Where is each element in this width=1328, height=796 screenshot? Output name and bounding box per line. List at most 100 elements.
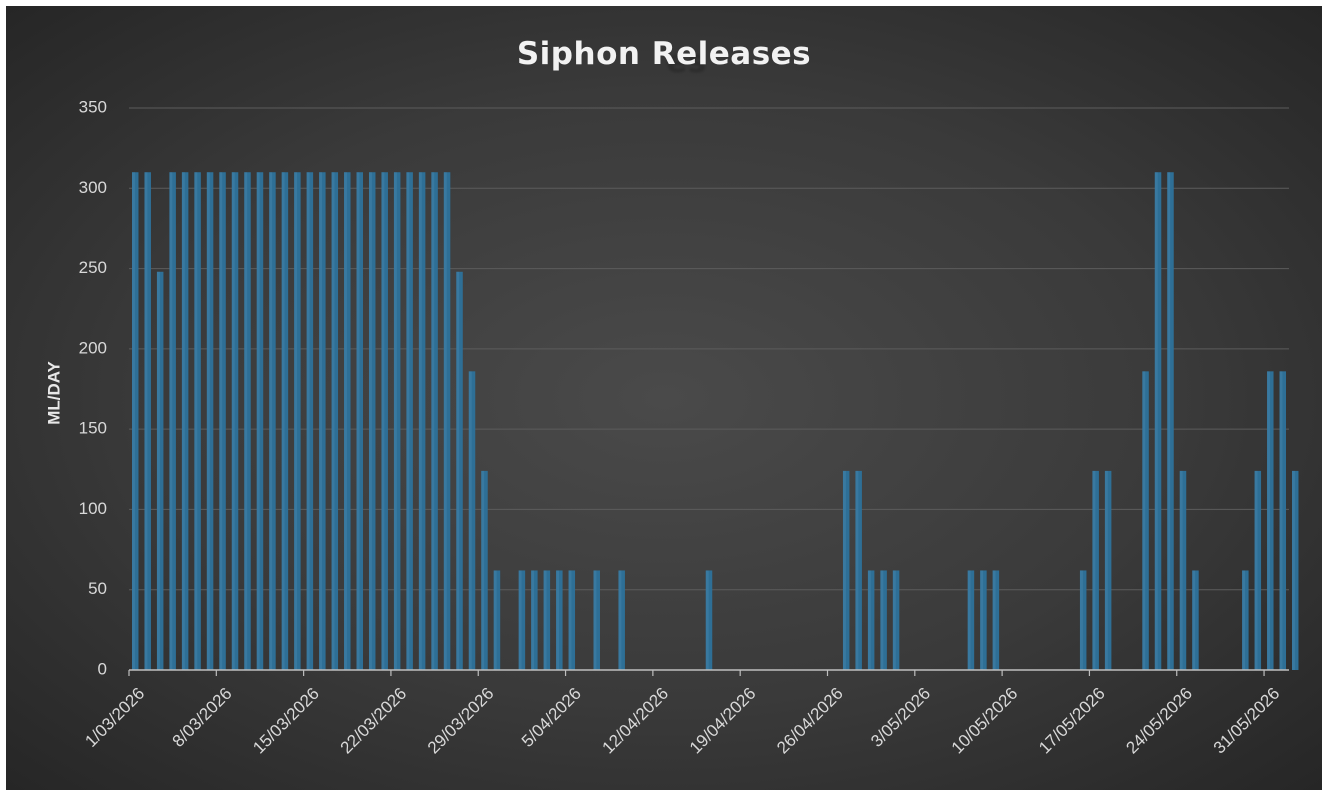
bar bbox=[1179, 470, 1187, 670]
x-tick-label: 8/03/2026 bbox=[169, 684, 236, 751]
bar-highlight bbox=[418, 172, 422, 671]
bar-highlight bbox=[406, 172, 410, 671]
bar-highlight bbox=[169, 172, 173, 671]
bar bbox=[368, 172, 376, 671]
bar bbox=[443, 172, 451, 671]
bar-highlight bbox=[294, 172, 298, 671]
bar bbox=[319, 172, 326, 671]
bar bbox=[518, 570, 526, 670]
bar bbox=[1167, 172, 1174, 671]
bar bbox=[892, 570, 900, 670]
bar-highlight bbox=[1242, 570, 1246, 670]
bar bbox=[855, 470, 862, 670]
bar bbox=[618, 570, 625, 670]
bar bbox=[1079, 570, 1087, 670]
bar-highlight bbox=[1167, 172, 1171, 671]
bar bbox=[356, 172, 363, 671]
y-axis-title: ML/DAY bbox=[44, 361, 63, 425]
bar-highlight bbox=[842, 470, 846, 670]
x-tick-label: 10/05/2026 bbox=[948, 684, 1022, 758]
bar-highlight bbox=[1279, 371, 1283, 670]
bar-highlight bbox=[443, 172, 447, 671]
bar bbox=[431, 172, 438, 671]
bar-highlight bbox=[967, 570, 971, 670]
x-tick-labels: 1/03/2026 8/03/2026 15/03/2026 22/03/2026 29… bbox=[81, 684, 1283, 758]
bar-highlight bbox=[144, 172, 148, 671]
bar bbox=[1242, 570, 1249, 670]
bar bbox=[194, 172, 201, 671]
bar bbox=[406, 172, 413, 671]
chart-title: Siphon Releases bbox=[516, 36, 812, 72]
x-tick-label: 22/03/2026 bbox=[337, 684, 411, 758]
bar-highlight bbox=[331, 172, 335, 671]
bar-highlight bbox=[855, 470, 859, 670]
y-tick-label: 250 bbox=[79, 258, 107, 277]
bar bbox=[1279, 371, 1287, 670]
bar-highlight bbox=[1142, 371, 1146, 670]
bar bbox=[456, 271, 463, 670]
y-tick-label: 0 bbox=[98, 659, 107, 678]
bar bbox=[181, 172, 189, 671]
x-tick-label: 29/03/2026 bbox=[424, 684, 498, 758]
bar bbox=[281, 172, 289, 671]
bar-highlight bbox=[281, 172, 285, 671]
x-tick-label: 24/05/2026 bbox=[1122, 684, 1196, 758]
bar-highlight bbox=[156, 271, 160, 670]
bar bbox=[219, 172, 226, 671]
bar bbox=[244, 172, 251, 671]
bar-highlight bbox=[543, 570, 547, 670]
bar-highlight bbox=[1192, 570, 1196, 670]
bar-highlight bbox=[980, 570, 984, 670]
bar-highlight bbox=[481, 470, 485, 670]
x-tick-label: 15/03/2026 bbox=[249, 684, 323, 758]
bar-highlight bbox=[556, 570, 559, 670]
bar-highlight bbox=[593, 570, 597, 670]
bar bbox=[1154, 172, 1162, 671]
bar-highlight bbox=[618, 570, 622, 670]
bar bbox=[169, 172, 176, 671]
y-tick-label: 100 bbox=[79, 499, 107, 518]
bar bbox=[1104, 470, 1112, 670]
axes bbox=[128, 669, 1289, 676]
x-tick-label: 19/04/2026 bbox=[686, 684, 760, 758]
bar bbox=[381, 172, 388, 671]
bar-highlight bbox=[518, 570, 522, 670]
bar bbox=[967, 570, 975, 670]
bar-highlight bbox=[181, 172, 185, 671]
bar bbox=[568, 570, 576, 670]
bar-highlight bbox=[892, 570, 896, 670]
bar bbox=[269, 172, 276, 671]
bar-highlight bbox=[131, 172, 135, 671]
bar-highlight bbox=[393, 172, 397, 671]
bar-highlight bbox=[219, 172, 223, 671]
bar-highlight bbox=[244, 172, 248, 671]
x-tick-label: 5/04/2026 bbox=[518, 684, 585, 751]
chart-plot: 0 50 100 150 200 250 300 350 1/03/2026 8/03/2026… bbox=[44, 97, 1299, 758]
bar-highlight bbox=[468, 371, 472, 670]
bar-series bbox=[131, 172, 1299, 671]
bar-highlight bbox=[344, 172, 347, 671]
bar-highlight bbox=[493, 570, 497, 670]
bar-highlight bbox=[319, 172, 323, 671]
y-tick-label: 300 bbox=[79, 178, 107, 197]
bar-highlight bbox=[880, 570, 884, 670]
bar-highlight bbox=[256, 172, 260, 671]
bar bbox=[206, 172, 214, 671]
bar bbox=[493, 570, 501, 670]
bar-highlight bbox=[456, 271, 460, 670]
bar bbox=[1254, 470, 1262, 670]
bar bbox=[468, 371, 476, 670]
bar bbox=[131, 172, 139, 671]
bar bbox=[144, 172, 151, 671]
bar bbox=[481, 470, 488, 670]
bar bbox=[294, 172, 301, 671]
bar-highlight bbox=[1291, 470, 1295, 670]
bar bbox=[1142, 371, 1149, 670]
bar bbox=[231, 172, 239, 671]
bar-highlight bbox=[269, 172, 273, 671]
bar bbox=[992, 570, 1000, 670]
bar-highlight bbox=[568, 570, 572, 670]
bar bbox=[556, 570, 563, 670]
bar bbox=[393, 172, 401, 671]
y-tick-label: 350 bbox=[79, 97, 107, 116]
